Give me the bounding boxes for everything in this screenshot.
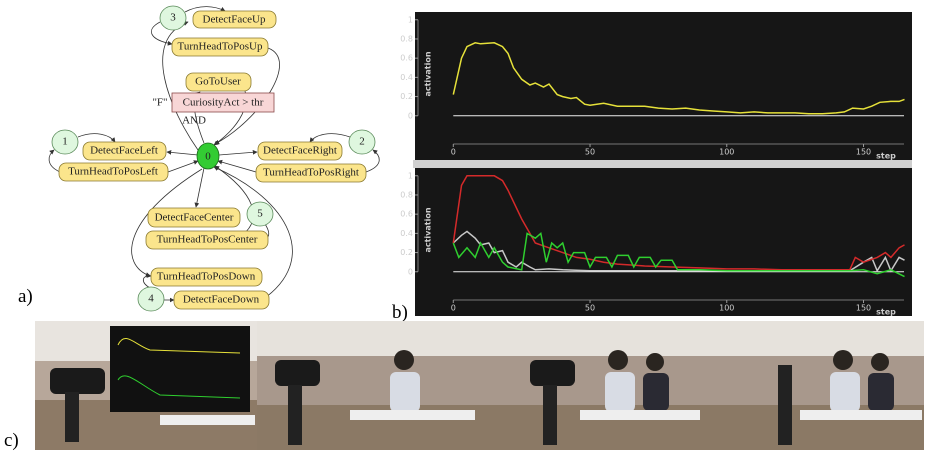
y-tick-label: 0.6 [400, 210, 413, 219]
figure: 3 DetectFaceUp TurnHeadToPosUp GoToUser … [0, 0, 926, 455]
state-label: TurnHeadToPosLeft [68, 166, 158, 178]
state-label: TurnHeadToPosUp [178, 41, 263, 53]
x-tick-label: 150 [856, 148, 871, 157]
state-label: TurnHeadToPosCenter [157, 234, 258, 246]
y-tick-label: 1 [408, 15, 413, 24]
plot-background [415, 12, 912, 160]
panel-label: a) [18, 286, 33, 307]
x-axis-label: step [876, 152, 896, 161]
panel-label: c) [4, 430, 19, 451]
photo-strip [35, 321, 924, 450]
y-tick-label: 0 [408, 267, 413, 276]
y-tick-label: 0.8 [400, 190, 413, 199]
state-label: GoToUser [195, 76, 241, 88]
y-tick-label: 0.6 [400, 54, 413, 63]
inset-screen [110, 326, 250, 412]
y-tick-label: 0 [408, 111, 413, 120]
node-label: 3 [170, 12, 176, 24]
x-tick-label: 50 [585, 304, 595, 313]
node-label: 5 [257, 208, 263, 220]
y-axis-label: activation [424, 51, 433, 96]
state-label: DetectFaceCenter [155, 212, 234, 224]
state-label: DetectFaceDown [183, 294, 260, 306]
y-tick-label: 0.2 [400, 248, 413, 257]
x-tick-label: 100 [719, 304, 734, 313]
x-axis-label: step [876, 308, 896, 317]
y-tick-label: 0.4 [400, 229, 413, 238]
y-tick-label: 0.2 [400, 92, 413, 101]
node-label: 4 [148, 293, 154, 305]
state-label: TurnHeadToPosRight [263, 167, 359, 179]
x-tick-label: 50 [585, 148, 595, 157]
panel-label: b) [392, 302, 408, 323]
state-diagram: 3 DetectFaceUp TurnHeadToPosUp GoToUser … [49, 6, 379, 311]
x-tick-label: 0 [451, 304, 456, 313]
state-label: DetectFaceRight [263, 145, 337, 157]
node-label: 2 [359, 136, 365, 148]
node-label: 1 [62, 136, 68, 148]
y-tick-label: 0.8 [400, 34, 413, 43]
edge-label: "F" [152, 97, 167, 109]
y-axis-label: activation [424, 207, 433, 252]
node-label: 0 [205, 151, 211, 163]
y-tick-label: 1 [408, 171, 413, 180]
state-label: TurnHeadToPosDown [157, 271, 256, 283]
and-label: AND [182, 115, 206, 127]
state-label: DetectFaceUp [203, 14, 266, 26]
y-tick-label: 0.4 [400, 73, 413, 82]
x-tick-label: 0 [451, 148, 456, 157]
condition-label: CuriosityAct > thr [183, 97, 264, 109]
state-label: DetectFaceLeft [90, 145, 158, 157]
x-tick-label: 150 [856, 304, 871, 313]
x-tick-label: 100 [719, 148, 734, 157]
separator [413, 160, 912, 168]
plot-background [415, 168, 912, 316]
